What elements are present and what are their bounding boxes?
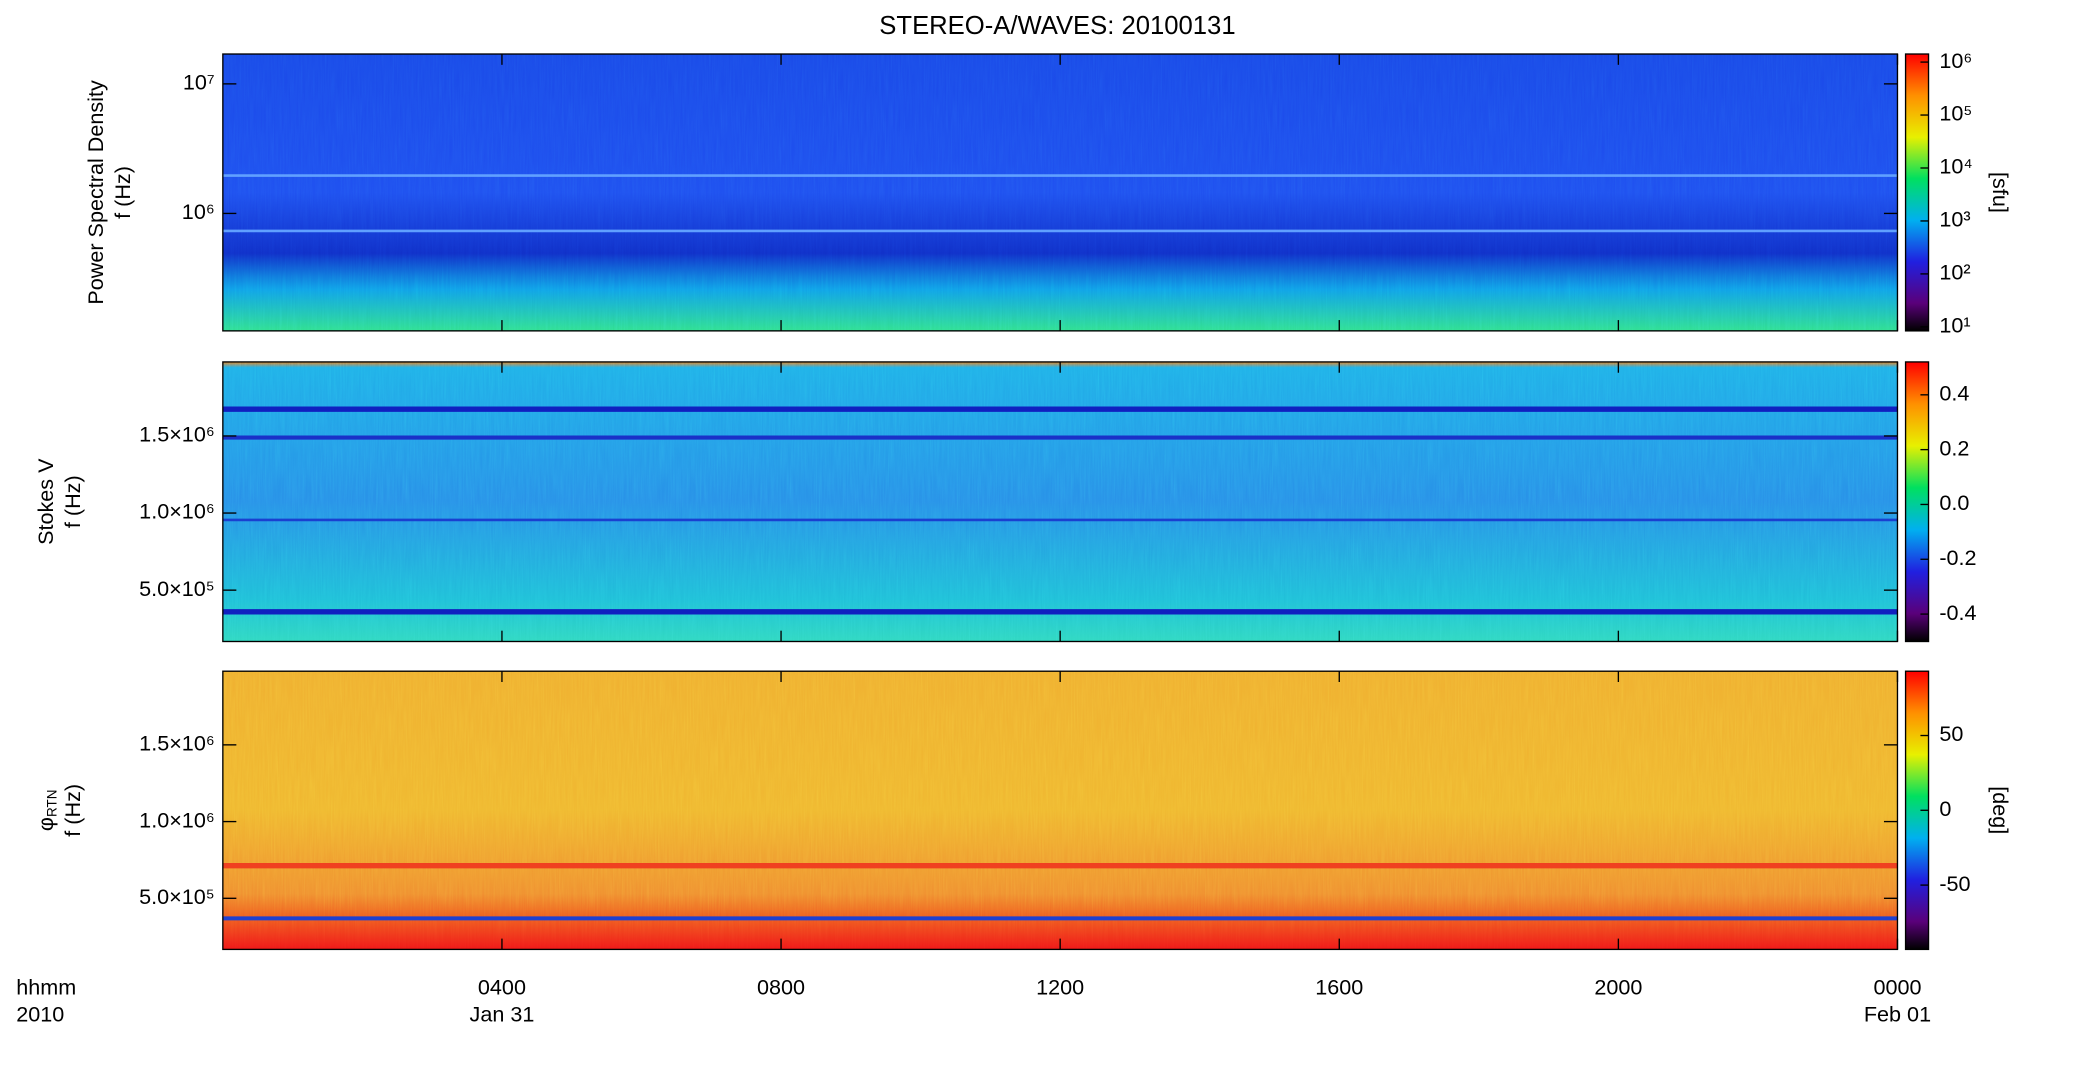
colorbar-tick-label: 0 (1939, 796, 1951, 821)
colorbar-label: [sfu] (1988, 172, 2013, 213)
x-tick-label: 1200 (1036, 974, 1084, 999)
colorbar-tick-label: 0.0 (1939, 490, 1969, 515)
colorbar (1904, 361, 1930, 643)
x-tick-label: 2000 (1594, 974, 1642, 999)
y-axis-label: φRTN (33, 790, 59, 832)
y-axis-label: f (Hz) (60, 784, 85, 837)
y-tick-label: 5.0×10⁵ (139, 884, 215, 909)
texture (222, 54, 1898, 331)
y-axis-label: f (Hz) (110, 166, 135, 219)
y-axis-label: Power Spectral Density (83, 80, 108, 305)
x-date-label: Jan 31 (470, 1001, 535, 1026)
y-axis-label: Stokes V (33, 458, 58, 545)
colorbar-label: [deg] (1988, 786, 2013, 834)
colorbar-tick-label: 10³ (1939, 207, 1970, 232)
y-tick-label: 10⁷ (183, 70, 215, 95)
chart-title: STEREO-A/WAVES: 20100131 (879, 12, 1235, 40)
colorbar (1904, 53, 1930, 332)
y-tick-label: 1.0×10⁶ (139, 499, 215, 524)
x-axis-label: hhmm (16, 974, 76, 999)
y-axis-label: f (Hz) (60, 475, 85, 528)
texture (222, 54, 1898, 950)
y-axis-label-subscript: RTN (44, 790, 59, 818)
colorbar-tick-label: 10¹ (1939, 313, 1970, 338)
x-tick-label: 0800 (757, 974, 805, 999)
colorbar-tick-label: -50 (1939, 871, 1970, 896)
panels (222, 54, 1898, 950)
colorbar-tick-label: 50 (1939, 721, 1963, 746)
y-tick-label: 5.0×10⁵ (139, 576, 215, 601)
colorbar-tick-label: 10⁶ (1939, 48, 1972, 73)
x-tick-label: 0400 (478, 974, 526, 999)
colorbar-tick-label: -0.4 (1939, 600, 1976, 625)
colorbar-tick-label: 0.2 (1939, 435, 1969, 460)
colorbar-tick-label: 10² (1939, 260, 1970, 285)
texture (222, 671, 1898, 950)
x-tick-label: 1600 (1315, 974, 1363, 999)
x-tick-label: 0000 (1873, 974, 1921, 999)
texture (222, 361, 1898, 642)
colorbar-tick-label: 10⁵ (1939, 101, 1972, 126)
x-axis-label: 2010 (16, 1001, 64, 1026)
y-tick-label: 10⁶ (182, 199, 215, 224)
y-tick-label: 1.0×10⁶ (139, 807, 215, 832)
colorbar-tick-label: 10⁴ (1939, 154, 1972, 179)
colorbar-tick-label: -0.2 (1939, 545, 1976, 570)
x-date-label: Feb 01 (1864, 1001, 1931, 1026)
colorbar-tick-label: 0.4 (1939, 381, 1969, 406)
bands (222, 174, 1898, 921)
y-tick-label: 1.5×10⁶ (139, 422, 215, 447)
y-tick-label: 1.5×10⁶ (139, 731, 215, 756)
